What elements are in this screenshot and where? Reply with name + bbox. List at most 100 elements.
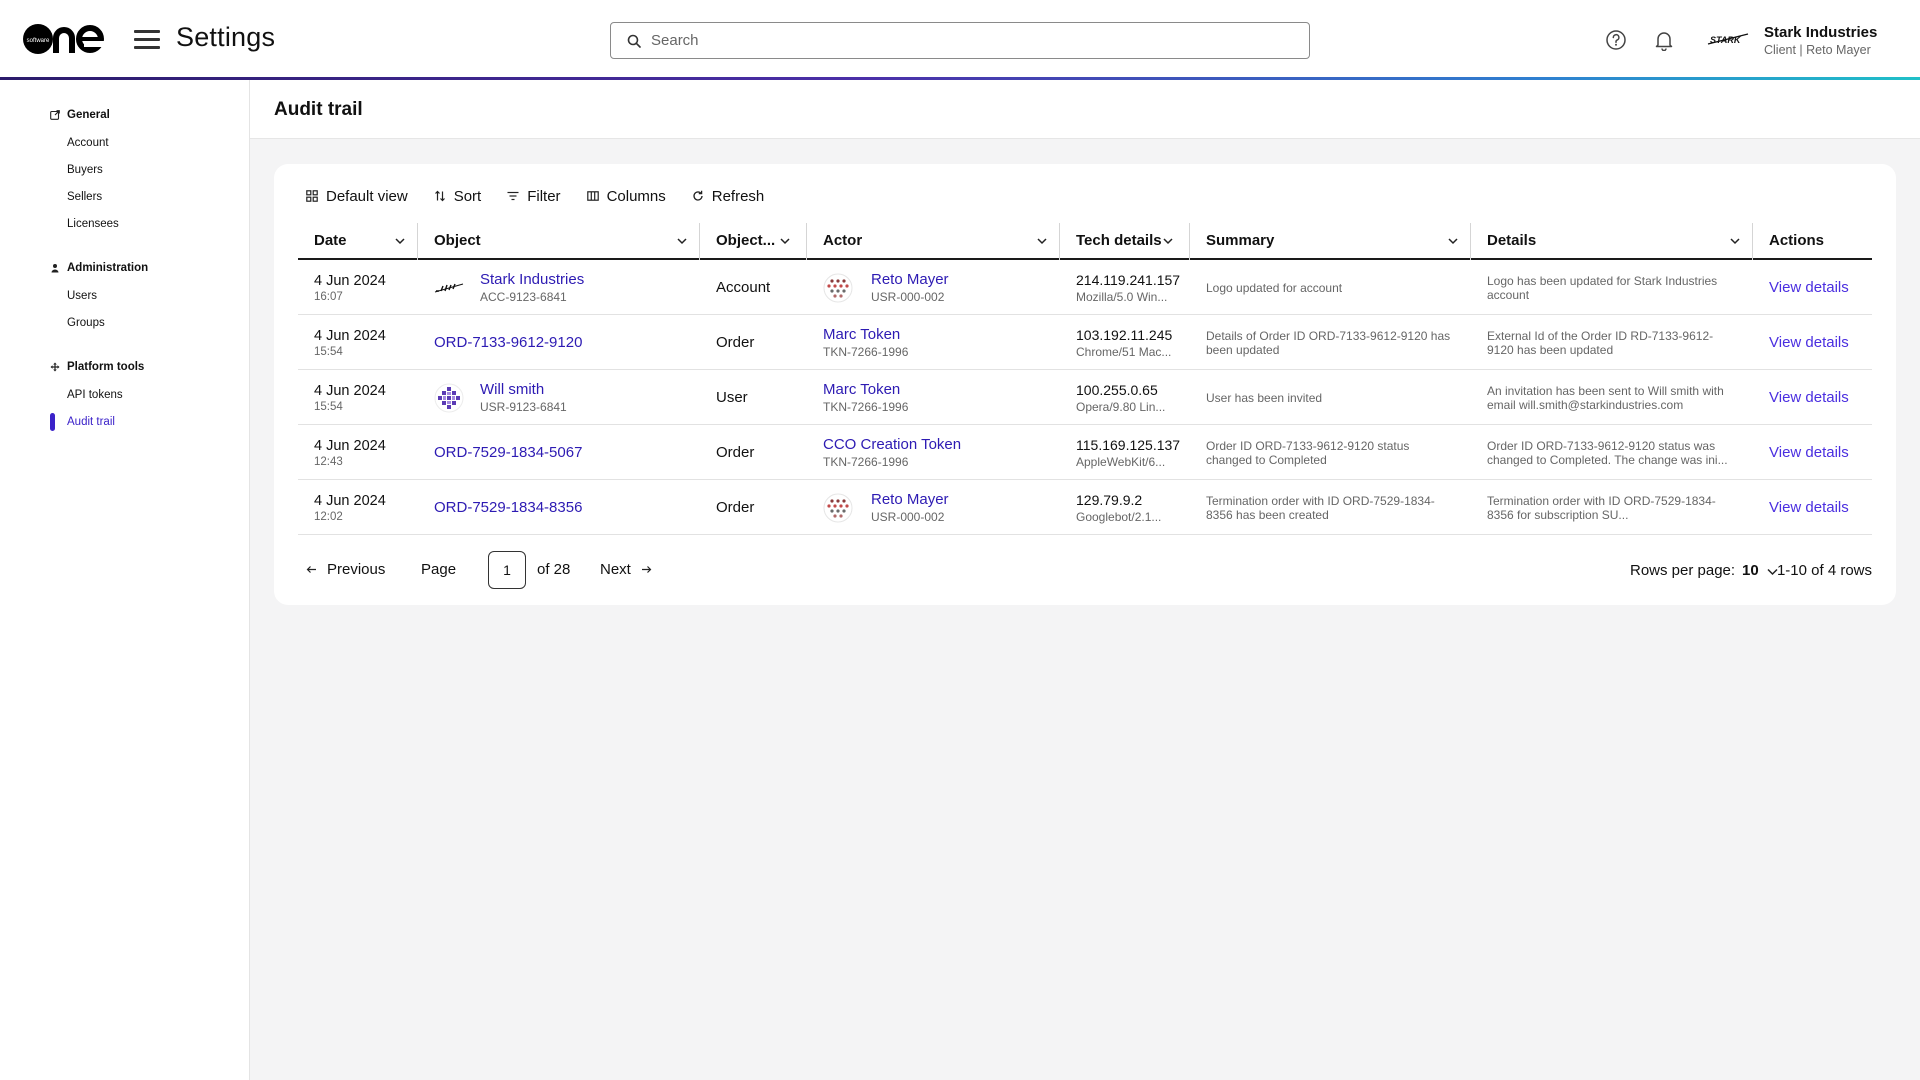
view-details-link[interactable]: View details (1769, 444, 1849, 461)
nav-group-label: Administration (67, 262, 149, 274)
search-input[interactable] (651, 32, 1251, 49)
page-number-input[interactable] (488, 551, 526, 589)
arrow-right-icon (641, 566, 652, 573)
company-logo-text: STARK (1710, 35, 1742, 45)
filter-button[interactable]: Filter (507, 184, 561, 208)
hamburger-menu-icon[interactable] (134, 30, 160, 50)
sidebar-item-account[interactable]: Account (67, 137, 109, 149)
help-icon[interactable] (1605, 29, 1627, 51)
object-cell: Will smith USR-9123-6841 (418, 370, 700, 425)
default-view-button[interactable]: Default view (306, 184, 408, 208)
column-header-actor[interactable]: Actor (807, 223, 1060, 260)
next-label: Next (600, 561, 631, 578)
column-header-actions: Actions (1753, 223, 1872, 258)
chevron-down-icon[interactable] (1036, 235, 1048, 247)
object-link[interactable]: Will smith (480, 381, 545, 398)
object-link[interactable]: ORD-7133-9612-9120 (434, 334, 583, 351)
sort-label: Sort (453, 187, 482, 205)
object-type-cell: Order (700, 315, 807, 370)
user-agent: AppleWebKit/6... (1076, 454, 1166, 469)
chevron-down-icon[interactable] (1447, 235, 1459, 247)
actions-cell: View details (1753, 260, 1872, 315)
search-box[interactable] (610, 22, 1310, 59)
column-header-details[interactable]: Details (1471, 223, 1753, 260)
actor-cell: CCO Creation Token TKN-7266-1996 (807, 425, 1060, 480)
user-agent: Mozilla/5.0 Win... (1076, 289, 1168, 304)
sort-button[interactable]: Sort (434, 184, 482, 208)
columns-button[interactable]: Columns (586, 184, 666, 208)
purple-pattern-avatar-icon (434, 383, 464, 412)
grid-view-icon (306, 190, 318, 202)
chevron-down-icon[interactable] (779, 235, 791, 247)
details-cell: An invitation has been sent to Will smit… (1471, 370, 1753, 425)
object-type-cell: Order (700, 480, 807, 535)
column-header-summary[interactable]: Summary (1190, 223, 1471, 260)
actor-cell: Marc Token TKN-7266-1996 (807, 370, 1060, 425)
actor-link[interactable]: Marc Token (823, 381, 901, 398)
object-id: USR-9123-6841 (480, 400, 567, 414)
object-link[interactable]: ORD-7529-1834-5067 (434, 444, 583, 461)
previous-page-button[interactable]: Previous (306, 561, 385, 578)
sidebar-item-licensees[interactable]: Licensees (67, 218, 119, 230)
sidebar-item-audit-trail[interactable]: Audit trail (67, 416, 115, 428)
column-header-object[interactable]: Object (418, 223, 700, 260)
date-value: 4 Jun 2024 (314, 327, 386, 344)
chevron-down-icon[interactable] (394, 235, 406, 247)
actor-link[interactable]: CCO Creation Token (823, 436, 962, 453)
object-type-value: Order (716, 334, 755, 351)
details-cell: Order ID ORD-7133-9612-9120 status was c… (1471, 425, 1753, 480)
sidebar-item-users[interactable]: Users (67, 290, 98, 302)
refresh-button[interactable]: Refresh (692, 184, 765, 208)
rows-count: 1-10 of 4 rows (1776, 562, 1872, 579)
tech-details-cell: 129.79.9.2 Googlebot/2.1... (1060, 480, 1190, 535)
actor-cell: Marc Token TKN-7266-1996 (807, 315, 1060, 370)
dots-avatar-icon (823, 493, 853, 522)
object-link[interactable]: Stark Industries (480, 271, 585, 288)
object-link[interactable]: ORD-7529-1834-8356 (434, 499, 583, 516)
sidebar-item-groups[interactable]: Groups (67, 317, 105, 329)
refresh-label: Refresh (711, 187, 765, 205)
view-details-link[interactable]: View details (1769, 334, 1849, 351)
page-total: of 28 (537, 561, 571, 578)
external-edit-icon (50, 110, 60, 120)
view-details-link[interactable]: View details (1769, 279, 1849, 296)
chevron-down-icon[interactable] (1162, 235, 1174, 247)
sort-icon (434, 190, 445, 202)
date-value: 4 Jun 2024 (314, 272, 386, 289)
date-cell: 4 Jun 2024 15:54 (298, 370, 418, 425)
actor-link[interactable]: Reto Mayer (871, 271, 949, 288)
ip-address: 115.169.125.137 (1076, 436, 1181, 453)
rows-per-page-select[interactable]: 10 (1742, 562, 1759, 579)
next-page-button[interactable]: Next (600, 561, 652, 578)
default-view-label: Default view (326, 187, 408, 205)
sidebar-item-sellers[interactable]: Sellers (67, 191, 103, 203)
actor-id: USR-000-002 (871, 510, 945, 524)
pagination-bar: Previous Page of 28 Next Rows per page: … (306, 551, 1872, 591)
columns-label: Columns (606, 187, 666, 205)
sidebar-item-api-tokens[interactable]: API tokens (67, 389, 123, 401)
sidebar-item-buyers[interactable]: Buyers (67, 164, 103, 176)
actor-link[interactable]: Reto Mayer (871, 491, 949, 508)
chevron-down-icon[interactable] (1729, 235, 1741, 247)
notification-bell-icon[interactable] (1653, 29, 1675, 51)
object-type-value: Account (716, 279, 771, 296)
chevron-down-icon[interactable] (676, 235, 688, 247)
column-header-tech-details[interactable]: Tech details (1060, 223, 1190, 260)
table-row: 4 Jun 2024 16:07 Stark Industries ACC-91… (298, 260, 1872, 315)
column-header-date[interactable]: Date (298, 223, 418, 260)
view-details-link[interactable]: View details (1769, 499, 1849, 516)
filter-icon (507, 191, 519, 201)
actor-link[interactable]: Marc Token (823, 326, 901, 343)
view-details-link[interactable]: View details (1769, 389, 1849, 406)
date-value: 4 Jun 2024 (314, 382, 386, 399)
company-name[interactable]: Stark Industries (1764, 24, 1878, 41)
object-cell: Stark Industries ACC-9123-6841 (418, 260, 700, 315)
column-header-object-type[interactable]: Object... (700, 223, 807, 260)
software-one-logo[interactable]: software (22, 22, 106, 56)
actions-cell: View details (1753, 425, 1872, 480)
chevron-down-icon[interactable] (1766, 565, 1779, 578)
page-title: Audit trail (274, 99, 363, 120)
actor-cell: Reto Mayer USR-000-002 (807, 260, 1060, 315)
object-type-value: Order (716, 444, 755, 461)
object-id: ACC-9123-6841 (480, 290, 567, 304)
